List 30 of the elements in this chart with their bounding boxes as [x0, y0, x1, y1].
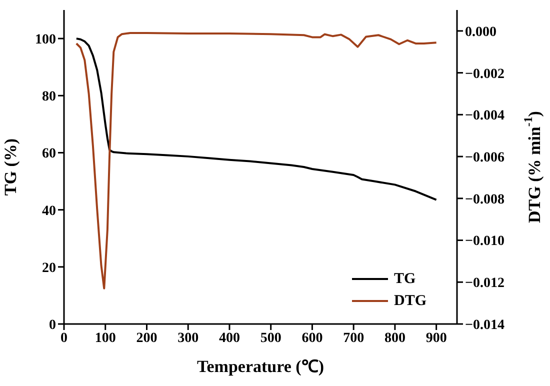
- y2-tick-label: −0.012: [465, 276, 504, 292]
- x-tick-label: 300: [178, 330, 199, 346]
- y-tick-label: 80: [42, 90, 56, 105]
- y2-tick-label: −0.006: [465, 150, 504, 166]
- y2-tick-label: −0.002: [465, 66, 504, 82]
- y2-tick-label: −0.008: [465, 192, 504, 208]
- y-axis-title: TG (%): [0, 138, 20, 196]
- legend-label: TG: [394, 270, 416, 288]
- line-series: [75, 32, 438, 290]
- x-tick-label: 900: [426, 330, 447, 346]
- y2-tick-label: −0.004: [465, 108, 504, 124]
- y2-tick-label: 0.000: [465, 24, 496, 40]
- x-tick-label: 800: [384, 330, 406, 346]
- y2-tick-label: −0.014: [465, 318, 504, 333]
- x-tick-label: 0: [60, 330, 68, 346]
- x-tick-label: 700: [343, 330, 364, 346]
- y-tick-label: 40: [42, 204, 56, 219]
- legend-label: DTG: [394, 292, 427, 310]
- y-tick-label: 0: [49, 318, 56, 333]
- x-tick-label: 600: [302, 330, 323, 346]
- x-tick-label: 200: [136, 330, 158, 346]
- y-tick-label: 100: [35, 32, 56, 48]
- y-tick-label: 20: [42, 260, 56, 276]
- line-series: [75, 38, 438, 201]
- y-tick-label: 60: [42, 146, 56, 162]
- x-axis-title: Temperature (℃): [196, 357, 324, 376]
- y2-tick-label: −0.010: [465, 234, 504, 250]
- x-tick-label: 500: [260, 330, 282, 346]
- x-tick-label: 100: [94, 330, 116, 346]
- x-tick-label: 400: [218, 330, 240, 346]
